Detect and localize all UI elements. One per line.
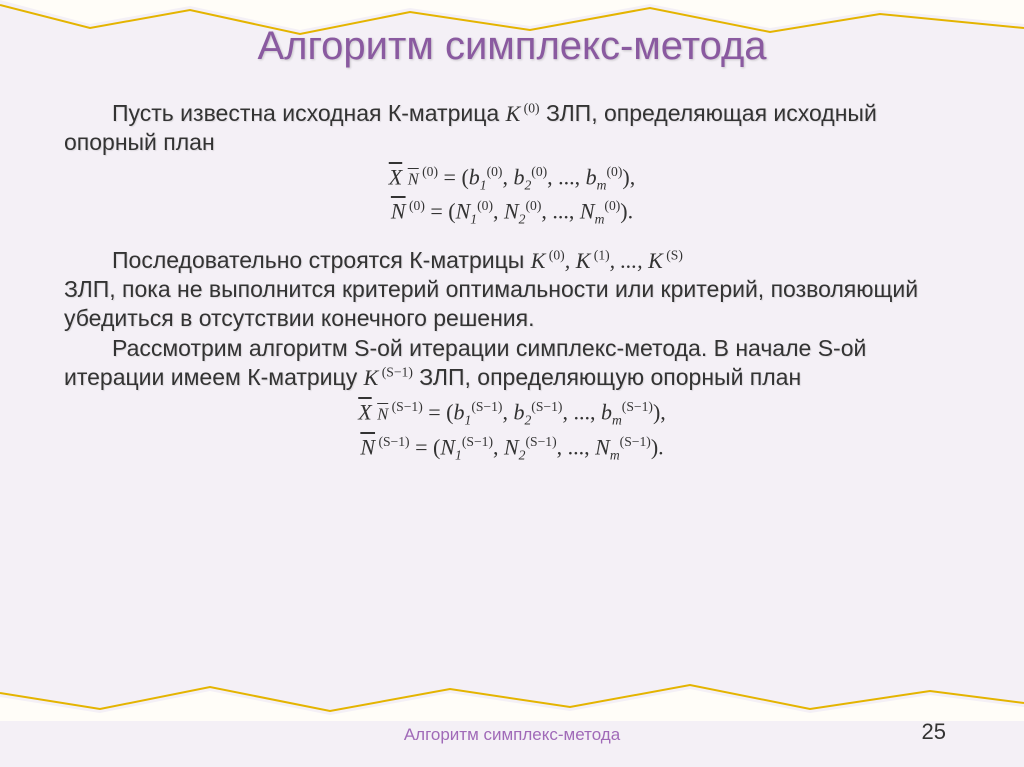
equation-4: N (S−1) = (N1(S−1), N2(S−1), ..., Nm(S−1… xyxy=(64,433,960,464)
equation-3: X N (S−1) = (b1(S−1), b2(S−1), ..., bm(S… xyxy=(64,398,960,429)
slide-title: Алгоритм симплекс-метода xyxy=(64,24,960,69)
page-number: 25 xyxy=(922,719,946,745)
slide-content: Пусть известна исходная К-матрица K (0) … xyxy=(64,99,960,463)
slide-body: Алгоритм симплекс-метода Пусть известна … xyxy=(0,0,1024,767)
paragraph-3: Рассмотрим алгоритм S-ой итерации симпле… xyxy=(64,334,960,392)
k0-inline: K (0) xyxy=(506,101,540,126)
p2-text-a: Последовательно строятся К-матрицы xyxy=(112,247,531,273)
slide-footer: Алгоритм симплекс-метода xyxy=(0,725,1024,745)
p3-text-b: ЗЛП, определяющую опорный план xyxy=(419,364,801,390)
paragraph-2a: Последовательно строятся К-матрицы K (0)… xyxy=(64,246,960,275)
paragraph-1: Пусть известна исходная К-матрица K (0) … xyxy=(64,99,960,157)
equation-1: X N (0) = (b1(0), b2(0), ..., bm(0)), xyxy=(64,163,960,194)
ks1-inline: K (S−1) xyxy=(364,365,413,390)
p1-text-a: Пусть известна исходная К-матрица xyxy=(112,100,506,126)
paragraph-2b: ЗЛП, пока не выполнится критерий оптимал… xyxy=(64,275,960,333)
decorative-bottom-border xyxy=(0,677,1024,721)
equation-2: N (0) = (N1(0), N2(0), ..., Nm(0)). xyxy=(64,197,960,228)
kseq-inline: K (0), K (1), ..., K (S) xyxy=(531,248,683,273)
